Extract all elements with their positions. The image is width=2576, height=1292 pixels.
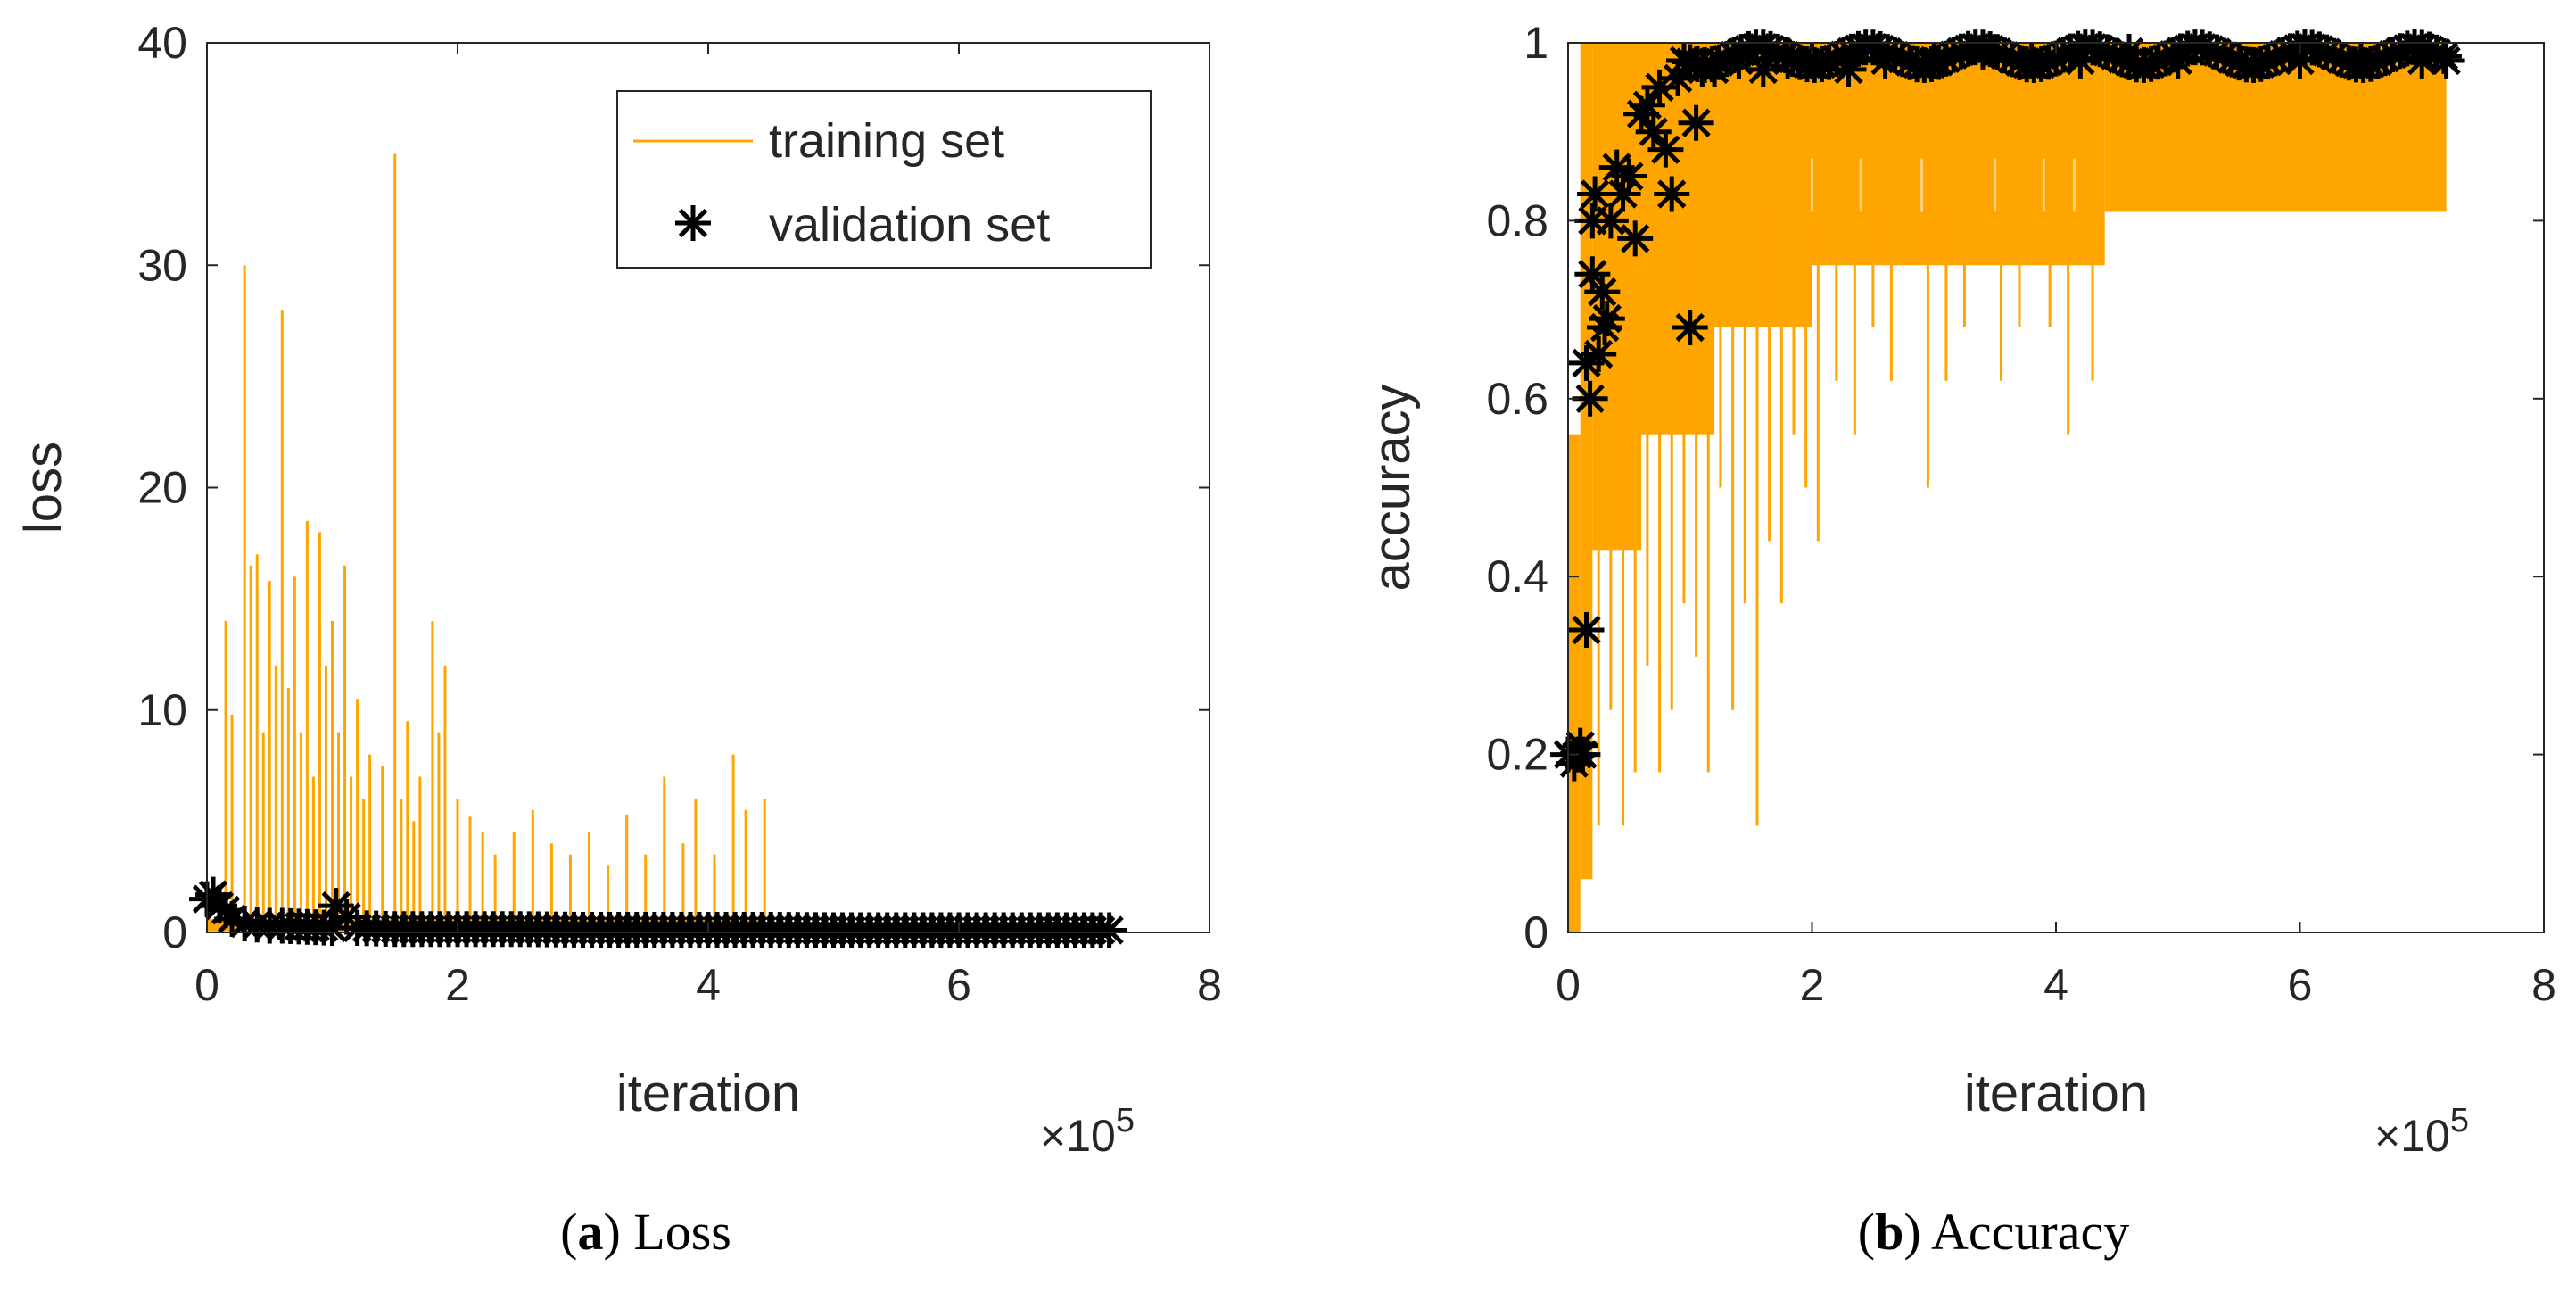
validation-marker-stroke	[1580, 179, 1610, 209]
loss-legend: training set validation set	[616, 90, 1152, 269]
y-tick-label: 0.8	[1486, 195, 1548, 245]
validation-marker-stroke	[1592, 303, 1622, 334]
caption-accuracy-text: Accuracy	[1931, 1203, 2129, 1261]
validation-marker	[1647, 131, 1684, 168]
loss-plot-area	[189, 153, 1127, 948]
validation-marker	[1617, 220, 1654, 257]
validation-marker-stroke	[1575, 384, 1605, 413]
validation-marker	[1589, 301, 1625, 337]
validation-marker	[1678, 104, 1714, 141]
y-tick-label: 0.6	[1486, 374, 1548, 424]
validation-marker-stroke	[2429, 41, 2459, 71]
validation-marker-stroke	[1578, 260, 1607, 289]
validation-marker-stroke	[1639, 117, 1668, 146]
y-tick-label: 0	[162, 907, 187, 957]
y-tick-label: 30	[137, 240, 187, 290]
loss-panel: 0 2 4 6 8 0 10 20 30 40 iteration loss ×105 trai…	[14, 18, 1222, 1261]
validation-marker	[1592, 203, 1629, 239]
y-tick-label: 0	[1523, 907, 1548, 957]
validation-marker-stroke	[1094, 915, 1124, 945]
validation-marker-stroke	[1675, 312, 1705, 343]
validation-marker-stroke	[1681, 108, 1711, 137]
caption-loss-letter: a	[577, 1203, 603, 1261]
y-tick-label: 0.4	[1486, 551, 1548, 601]
validation-marker-stroke	[198, 880, 228, 909]
training-band	[1714, 43, 1812, 328]
y-tick-label: 10	[137, 685, 187, 735]
validation-marker-stroke	[1596, 206, 1626, 236]
legend-training-label: training set	[769, 114, 1004, 168]
validation-marker-stroke	[318, 913, 347, 943]
validation-marker-stroke	[1588, 277, 1617, 307]
x-tick-label: 0	[1556, 960, 1581, 1010]
loss-y-tick-labels: 0 10 20 30 40	[137, 18, 187, 957]
y-tick-label: 40	[137, 18, 187, 68]
caption-accuracy-letter: b	[1875, 1203, 1903, 1261]
loss-x-exponent-base: ×10	[1040, 1111, 1116, 1161]
validation-marker-stroke	[1602, 153, 1631, 182]
legend-validation-label: validation set	[769, 198, 1050, 252]
accuracy-tick-marks	[1567, 42, 2545, 933]
validation-marker	[1654, 176, 1690, 212]
validation-marker	[2425, 37, 2462, 74]
validation-marker	[1577, 176, 1614, 212]
x-tick-label: 8	[2531, 960, 2556, 1010]
accuracy-x-exponent-base: ×10	[2374, 1111, 2450, 1161]
validation-marker-stroke	[1651, 135, 1680, 164]
x-tick-label: 8	[1197, 960, 1222, 1010]
y-tick-label: 0.2	[1486, 730, 1548, 780]
x-tick-label: 4	[696, 960, 721, 1010]
caption-accuracy: (b) Accuracy	[1858, 1203, 2129, 1261]
accuracy-y-tick-labels: 0 0.2 0.4 0.6 0.8 1	[1486, 18, 1548, 957]
legend-validation-marker	[675, 205, 711, 241]
accuracy-plot-area	[1550, 29, 2465, 932]
loss-x-axis-label: iteration	[616, 1064, 800, 1122]
y-tick-label: 1	[1523, 18, 1548, 68]
loss-tick-marks	[206, 42, 1210, 933]
accuracy-x-exponent-power: 5	[2450, 1102, 2469, 1139]
legend-box	[616, 90, 1152, 269]
validation-marker-stroke	[1657, 179, 1687, 209]
x-tick-label: 2	[1800, 960, 1825, 1010]
legend-star-stroke	[678, 208, 708, 238]
accuracy-y-axis-label: accuracy	[1363, 384, 1421, 591]
validation-marker-stroke	[1621, 224, 1650, 253]
caption-loss: (a) Loss	[560, 1203, 731, 1261]
validation-marker	[1091, 912, 1127, 948]
validation-marker	[1611, 158, 1647, 195]
validation-marker-stroke	[1572, 615, 1601, 645]
x-tick-label: 0	[194, 960, 219, 1010]
loss-x-exponent: ×105	[1040, 1102, 1135, 1161]
accuracy-x-axis-label: iteration	[1964, 1064, 2148, 1122]
training-band	[1580, 43, 1593, 880]
loss-y-axis-label: loss	[14, 442, 72, 534]
validation-marker	[1672, 310, 1708, 346]
x-tick-label: 6	[946, 960, 971, 1010]
accuracy-x-exponent: ×105	[2374, 1102, 2469, 1161]
validation-marker	[1581, 335, 1617, 372]
accuracy-x-tick-labels: 0 2 4 6 8	[1556, 960, 2556, 1010]
loss-x-tick-labels: 0 2 4 6 8	[194, 960, 1222, 1010]
training-band	[1568, 434, 1581, 932]
x-tick-label: 2	[445, 960, 470, 1010]
caption-loss-text: Loss	[633, 1203, 731, 1261]
loss-x-exponent-power: 5	[1116, 1102, 1135, 1139]
x-tick-label: 6	[2288, 960, 2313, 1010]
validation-marker	[1568, 612, 1605, 649]
validation-marker-stroke	[1608, 179, 1638, 209]
legend-star	[675, 205, 711, 241]
validation-marker-stroke	[1568, 740, 1598, 769]
x-tick-label: 4	[2043, 960, 2068, 1010]
validation-marker-stroke	[1584, 339, 1614, 369]
y-tick-label: 20	[137, 463, 187, 513]
validation-marker	[1584, 274, 1621, 311]
validation-marker-stroke	[1614, 162, 1644, 191]
validation-marker-stroke	[217, 904, 247, 934]
validation-marker-stroke	[1632, 90, 1663, 120]
